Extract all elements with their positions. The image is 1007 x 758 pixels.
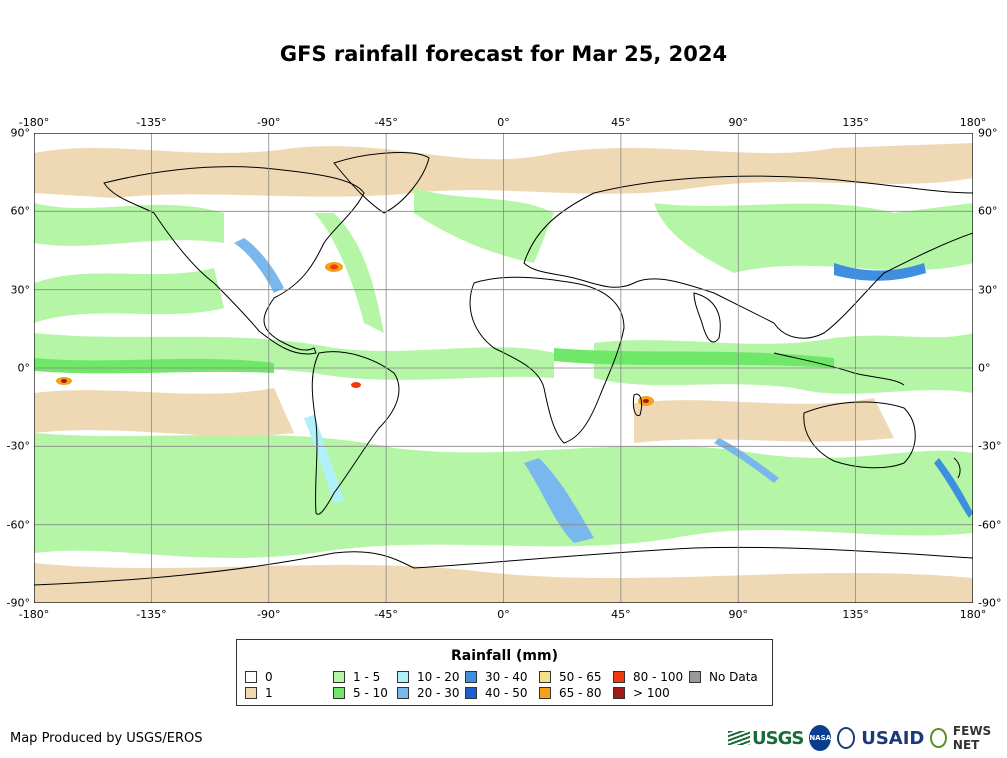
lat-tick-label-right: -90° xyxy=(978,596,1002,610)
legend-label: 1 xyxy=(265,686,273,700)
lon-tick-label-bottom: 0° xyxy=(497,608,510,621)
lon-tick-label-bottom: 180° xyxy=(959,608,987,621)
lon-tick-label-top: 135° xyxy=(842,116,869,129)
legend-swatch xyxy=(539,671,551,683)
legend-item: 65 - 80 xyxy=(539,686,602,700)
legend-swatch xyxy=(333,671,345,683)
legend-label: 30 - 40 xyxy=(485,670,528,684)
nasa-logo: NASA xyxy=(809,725,832,751)
lat-tick-label-left: -60° xyxy=(6,518,30,532)
legend-swatch xyxy=(465,687,477,699)
legend-label: No Data xyxy=(709,670,758,684)
lon-tick-label-top: 90° xyxy=(728,116,749,129)
legend-swatch xyxy=(539,687,551,699)
legend-label: 80 - 100 xyxy=(633,670,684,684)
partner-logos: USGS NASA USAID FEWS NET xyxy=(728,724,1007,752)
fews-net-icon xyxy=(930,728,947,748)
legend-item: 40 - 50 xyxy=(465,686,528,700)
legend-label: 10 - 20 xyxy=(417,670,460,684)
lon-tick-label-top: 45° xyxy=(611,116,631,129)
legend-swatch xyxy=(613,687,625,699)
legend-item: 5 - 10 xyxy=(333,686,388,700)
usgs-logo: USGS xyxy=(728,727,804,749)
legend-item: 0 xyxy=(245,670,273,684)
legend-item: No Data xyxy=(689,670,758,684)
lat-tick-label-right: 0° xyxy=(978,361,991,375)
legend-swatch xyxy=(397,671,409,683)
legend-swatch xyxy=(689,671,701,683)
lon-tick-label-top: -45° xyxy=(374,116,398,129)
lon-tick-label-bottom: 90° xyxy=(728,608,749,621)
lat-tick-label-left: 60° xyxy=(10,204,31,218)
legend-item: > 100 xyxy=(613,686,670,700)
graticule xyxy=(34,133,973,603)
legend-item: 30 - 40 xyxy=(465,670,528,684)
legend-item: 50 - 65 xyxy=(539,670,602,684)
lat-tick-label-left: -90° xyxy=(6,596,30,610)
legend-swatch xyxy=(465,671,477,683)
legend-swatch xyxy=(397,687,409,699)
legend-swatch xyxy=(245,687,257,699)
legend-label: > 100 xyxy=(633,686,670,700)
lat-tick-label-right: -30° xyxy=(978,439,1002,453)
lat-tick-label-left: -30° xyxy=(6,439,30,453)
lat-tick-label-right: -60° xyxy=(978,518,1002,532)
rainfall-map xyxy=(34,133,973,603)
lon-tick-label-bottom: -135° xyxy=(136,608,167,621)
coastlines xyxy=(34,152,973,586)
lon-tick-label-bottom: -180° xyxy=(18,608,50,621)
lat-tick-label-left: 30° xyxy=(10,283,31,297)
legend-label: 0 xyxy=(265,670,273,684)
lon-tick-label-top: 0° xyxy=(497,116,510,129)
lat-tick-label-left: 90° xyxy=(10,126,31,140)
legend-label: 50 - 65 xyxy=(559,670,602,684)
map-title: GFS rainfall forecast for Mar 25, 2024 xyxy=(279,42,728,66)
lat-tick-label-right: 30° xyxy=(978,283,998,297)
legend-label: 5 - 10 xyxy=(353,686,388,700)
usgs-logo-text: USGS xyxy=(752,727,804,749)
lon-tick-label-bottom: 45° xyxy=(611,608,631,621)
lon-tick-label-top: 180° xyxy=(959,116,987,129)
lat-tick-label-left: 0° xyxy=(17,361,31,375)
credit-text: Map Produced by USGS/EROS xyxy=(10,731,203,746)
legend-title: Rainfall (mm) xyxy=(451,648,558,664)
legend-item: 1 - 5 xyxy=(333,670,380,684)
lat-tick-label-right: 90° xyxy=(978,126,998,140)
lon-tick-label-top: -135° xyxy=(136,116,167,129)
usaid-seal-icon xyxy=(837,727,856,749)
legend-label: 1 - 5 xyxy=(353,670,381,684)
lon-tick-label-top: -180° xyxy=(18,116,50,129)
fews-net-logo: FEWS NET xyxy=(952,724,992,752)
legend-swatch xyxy=(333,687,345,699)
lon-tick-label-bottom: -90° xyxy=(257,608,281,621)
legend-item: 10 - 20 xyxy=(397,670,460,684)
legend-item: 1 xyxy=(245,686,273,700)
legend-label: 40 - 50 xyxy=(485,686,528,700)
legend: Rainfall (mm) 0 1 1 - 5 5 - 10 10 - 20 20 - 3… xyxy=(236,639,773,706)
legend-item: 20 - 30 xyxy=(397,686,460,700)
usgs-waves-icon xyxy=(728,731,750,745)
lon-tick-label-bottom: -45° xyxy=(374,608,398,621)
lon-tick-label-bottom: 135° xyxy=(842,608,869,621)
legend-label: 65 - 80 xyxy=(559,686,602,700)
usaid-logo: USAID xyxy=(861,727,925,749)
legend-label: 20 - 30 xyxy=(417,686,460,700)
legend-swatch xyxy=(245,671,257,683)
legend-swatch xyxy=(613,671,625,683)
lon-tick-label-top: -90° xyxy=(257,116,281,129)
lat-tick-label-right: 60° xyxy=(978,204,998,218)
legend-item: 80 - 100 xyxy=(613,670,683,684)
